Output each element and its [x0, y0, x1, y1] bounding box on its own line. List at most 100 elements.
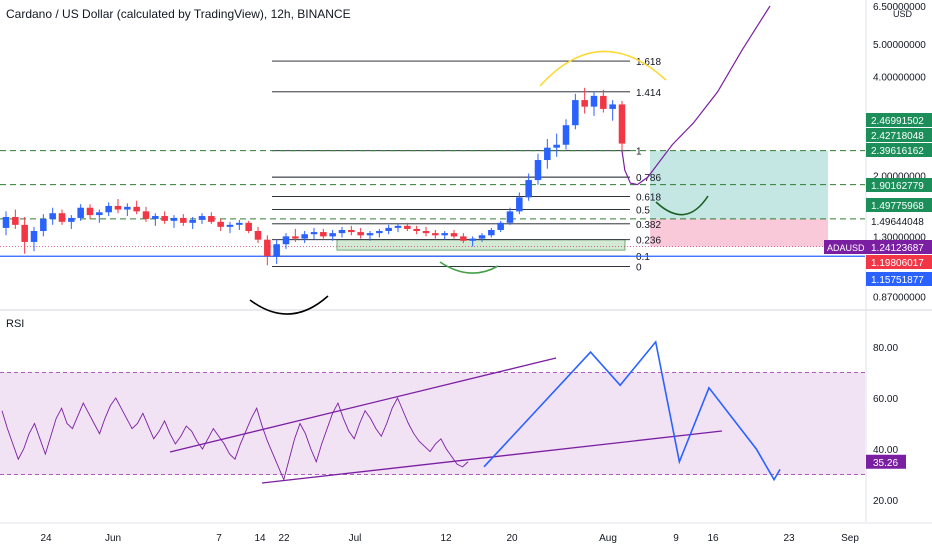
stop-zone — [650, 218, 828, 247]
candle-body — [310, 232, 318, 235]
candle-body — [58, 213, 66, 222]
candle-body — [254, 231, 262, 240]
rsi-value-text: 35.26 — [873, 458, 898, 469]
candle-body — [21, 224, 28, 242]
fib-level-label: 1.414 — [636, 88, 661, 99]
time-axis-label: Jun — [105, 533, 121, 544]
time-axis[interactable]: 24 Jun 7 14 22 Jul 12 20 Aug 9 16 23 Sep — [0, 522, 932, 544]
candle-body — [96, 212, 103, 216]
price-tag-text: 2.46991502 — [871, 116, 924, 127]
candle-body — [609, 104, 616, 109]
price-axis[interactable]: 6.50000000 5.00000000 4.00000000 2.00000000… — [824, 2, 932, 507]
fib-level-label: 0.1 — [636, 252, 650, 263]
top-arc — [539, 50, 667, 87]
candle-body — [217, 221, 224, 227]
rsi-pane — [0, 340, 865, 484]
candle-body — [180, 217, 187, 223]
time-axis-label: 7 — [216, 533, 222, 544]
candle-body — [189, 219, 196, 223]
candle-body — [236, 222, 243, 225]
time-axis-label: 16 — [707, 533, 719, 544]
fib-level-label: 0.382 — [636, 220, 661, 231]
price-axis-label: 5.00000000 — [873, 40, 926, 51]
candle-body — [105, 205, 112, 213]
candle-body — [320, 232, 327, 237]
candle-body — [432, 233, 439, 236]
candle-body — [506, 211, 514, 223]
candle-body — [170, 217, 178, 221]
price-tag-text: 1.49644048 — [871, 217, 924, 228]
candle-body — [264, 239, 271, 257]
price-tag — [866, 178, 932, 192]
rsi-band — [0, 372, 865, 475]
candle-body — [376, 231, 383, 234]
candle-body — [77, 207, 84, 218]
candle-body — [124, 206, 131, 210]
currency-label: USD — [893, 9, 913, 19]
candle-body — [534, 160, 542, 181]
candle-body — [441, 233, 448, 236]
fib-level-label: 0 — [636, 263, 642, 274]
candle-body — [366, 233, 374, 236]
time-axis-label: 24 — [40, 533, 52, 544]
fib-level-label: 0.786 — [636, 173, 661, 184]
candle-body — [488, 229, 495, 236]
fib-level-label: 1 — [636, 147, 642, 158]
candle-body — [404, 225, 411, 229]
time-axis-label: Aug — [599, 533, 617, 544]
candle-body — [590, 95, 598, 107]
candle-body — [338, 229, 346, 234]
price-tag-text: 1.19806017 — [871, 258, 924, 269]
price-axis-label: 6.50000000 — [873, 2, 926, 13]
price-tag-text: 1.49775968 — [871, 201, 924, 212]
price-tag-text: 1.24123687 — [871, 243, 924, 254]
time-axis-label: 9 — [673, 533, 679, 544]
price-tag-text: 2.39616162 — [871, 146, 924, 157]
candle-body — [49, 213, 56, 219]
rsi-value-tag — [866, 454, 906, 469]
rsi-trendline-upper — [169, 357, 557, 453]
fib-level-label: 0.618 — [636, 193, 661, 204]
rsi-axis-label: 20.00 — [873, 496, 898, 507]
rsi-trendline-lower — [261, 430, 723, 484]
candle-body — [478, 235, 486, 239]
time-axis-label: Sep — [841, 533, 859, 544]
projection-path — [621, 5, 771, 186]
bottom-arc — [249, 295, 329, 315]
candle-body — [450, 233, 458, 237]
candle-body — [422, 231, 430, 234]
candle-body — [525, 180, 532, 198]
candle-body — [618, 104, 626, 144]
candle-body — [68, 217, 75, 222]
candle-body — [348, 229, 355, 233]
time-axis-label: 12 — [440, 533, 452, 544]
candle-body — [413, 228, 420, 232]
candle-body — [600, 95, 607, 109]
candle-body — [301, 234, 308, 239]
time-axis-label: Jul — [349, 533, 362, 544]
chart-title: Cardano / US Dollar (calculated by Tradi… — [6, 7, 351, 21]
candle-body — [30, 231, 38, 242]
candle-body — [357, 232, 364, 236]
candle-body — [198, 216, 206, 220]
price-tag-text: 1.15751877 — [871, 275, 924, 286]
price-tag — [866, 198, 932, 212]
rsi-projection — [483, 340, 781, 482]
candle-body — [544, 147, 551, 161]
candle-body — [329, 233, 336, 237]
price-tag-text: 1.90162779 — [871, 181, 924, 192]
price-axis-label: 0.87000000 — [873, 292, 926, 303]
candle-body — [133, 206, 140, 212]
support-box — [336, 239, 626, 251]
price-tag — [866, 272, 932, 286]
candle-body — [40, 218, 47, 232]
fib-level-label: 0.5 — [636, 206, 650, 217]
price-tag-text: 2.42718048 — [871, 131, 924, 142]
cup-arc — [439, 261, 499, 274]
price-tag — [866, 113, 932, 127]
candle-body — [553, 144, 560, 148]
time-axis-label: 22 — [278, 533, 290, 544]
candle-body — [152, 216, 159, 219]
